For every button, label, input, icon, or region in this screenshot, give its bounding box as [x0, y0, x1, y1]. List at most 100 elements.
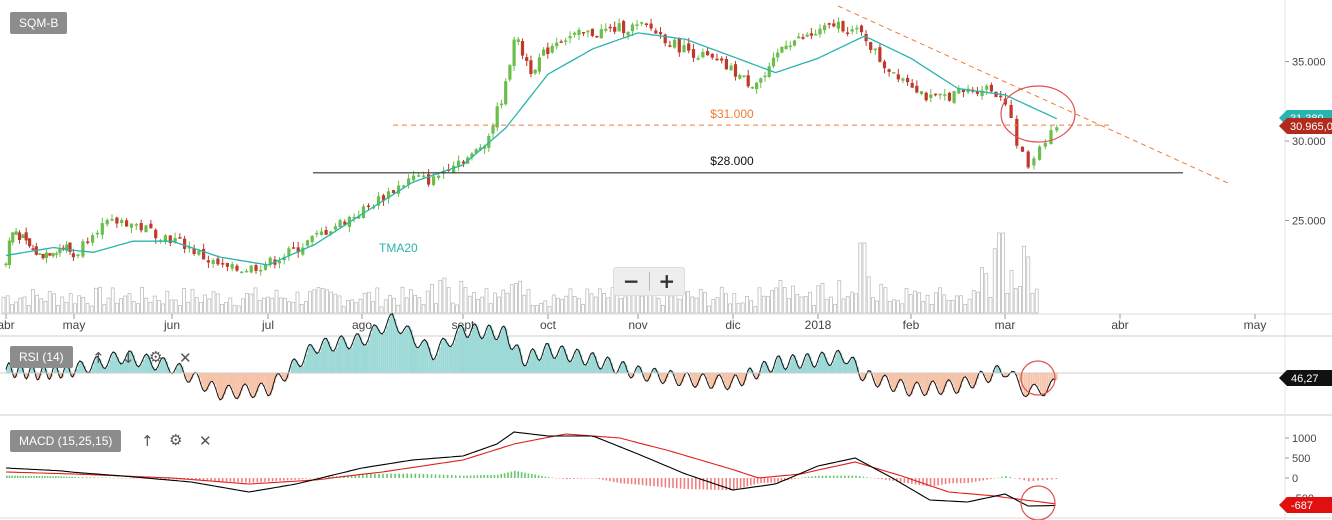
volume-bar: [131, 301, 136, 314]
macd-hist-bar: [862, 476, 865, 478]
zoom-in-button[interactable]: +: [658, 269, 676, 293]
gear-icon[interactable]: ⚙: [169, 431, 183, 449]
rsi-fill-slice: [420, 344, 423, 373]
macd-hist-bar: [52, 476, 54, 478]
rsi-fill-slice: [95, 357, 98, 373]
arrow-up-icon[interactable]: ↑: [92, 349, 105, 367]
rsi-fill-slice: [53, 366, 56, 373]
volume-bar: [89, 305, 94, 314]
rsi-fill-slice: [326, 338, 329, 373]
macd-hist-bar: [576, 478, 579, 479]
rsi-fill-slice: [677, 373, 680, 386]
rsi-fill-slice: [787, 367, 790, 373]
rsi-fill-slice: [696, 373, 699, 386]
volume-bar: [136, 303, 140, 314]
highlight-circle-price: [1000, 85, 1076, 143]
rsi-tag-text: 46,27: [1291, 373, 1319, 385]
rsi-fill-slice: [558, 350, 561, 373]
rsi-fill-slice: [402, 332, 405, 373]
candle-body: [855, 27, 859, 30]
rsi-fill-slice: [35, 373, 38, 377]
rsi-fill-slice: [853, 357, 856, 373]
x-tick-label: mar: [995, 318, 1016, 332]
macd-hist-bar: [851, 475, 854, 478]
rsi-fill-slice: [468, 337, 471, 373]
volume-bar: [253, 287, 258, 314]
rsi-fill-slice: [490, 325, 493, 373]
rsi-fill-slice: [331, 350, 334, 373]
volume-bar: [39, 298, 44, 314]
x-tick-label: ago: [352, 318, 372, 332]
candle-body: [478, 147, 482, 151]
volume-bar: [190, 288, 195, 314]
rsi-fill-slice: [136, 365, 139, 373]
rsi-fill-slice: [1055, 373, 1058, 381]
macd-hist-bar: [641, 478, 644, 486]
rsi-fill-slice: [623, 361, 626, 373]
rsi-fill-slice: [763, 361, 766, 373]
volume-bar: [988, 297, 993, 314]
volume-bar: [186, 301, 191, 314]
volume-bar: [593, 296, 598, 314]
annotation-tma20: TMA20: [379, 241, 418, 255]
rsi-fill-slice: [984, 373, 987, 377]
volume-bar: [1, 296, 6, 314]
rsi-fill-slice: [799, 368, 802, 373]
rsi-fill-slice: [221, 373, 224, 399]
volume-bar: [1009, 269, 1014, 314]
rsi-fill-slice: [488, 325, 491, 373]
rsi-fill-slice: [31, 365, 34, 373]
rsi-fill-slice: [849, 360, 852, 373]
volume-bar: [106, 297, 111, 314]
rsi-fill-slice: [519, 348, 522, 373]
rsi-fill-slice: [585, 365, 588, 373]
gear-icon[interactable]: ⚙: [149, 348, 163, 366]
volume-bar: [442, 277, 447, 314]
volume-bar: [997, 232, 1001, 314]
close-icon[interactable]: ✕: [179, 349, 192, 367]
macd-hist-bar: [873, 478, 876, 479]
volume-bar: [304, 301, 308, 314]
macd-hist-bar: [594, 478, 597, 479]
zoom-out-button[interactable]: −: [622, 269, 640, 293]
rsi-fill-slice: [466, 336, 469, 373]
volume-bar: [854, 293, 858, 314]
volume-bar: [295, 291, 300, 314]
rsi-fill-slice: [376, 325, 379, 373]
macd-hist-bar: [517, 471, 519, 478]
rsi-fill-slice: [704, 373, 707, 375]
candle-body: [202, 248, 206, 260]
rsi-fill-slice: [912, 373, 915, 390]
rsi-fill-slice: [883, 373, 886, 377]
volume-bar: [325, 289, 329, 314]
volume-bar: [560, 299, 564, 314]
rsi-fill-slice: [290, 365, 293, 373]
volume-bar: [333, 293, 338, 314]
candle-body: [402, 185, 406, 188]
rsi-fill-slice: [273, 373, 276, 384]
arrow-up-icon[interactable]: ↑: [141, 432, 154, 450]
rsi-fill-slice: [825, 357, 828, 373]
macd-hist-bar: [974, 478, 977, 482]
arrow-down-icon[interactable]: ↓: [122, 349, 135, 367]
candle-body: [470, 153, 474, 158]
rsi-fill-slice: [59, 373, 61, 376]
candle-body: [28, 238, 32, 247]
macd-hist-bar: [698, 478, 701, 490]
rsi-fill-slice: [335, 347, 338, 373]
volume-bar: [980, 267, 984, 314]
macd-hist-bar: [378, 473, 380, 478]
macd-hist-bar: [85, 477, 88, 478]
macd-hist-bar: [490, 475, 492, 478]
candle-body: [720, 58, 724, 61]
macd-hist-bar: [763, 478, 766, 483]
close-icon[interactable]: ✕: [199, 432, 212, 450]
rsi-fill-slice: [252, 373, 255, 398]
rsi-fill-slice: [150, 361, 153, 373]
macd-hist-bar: [202, 478, 205, 481]
macd-hist-bar: [743, 478, 745, 488]
rsi-fill-slice: [662, 373, 665, 384]
macd-hist-bar: [840, 475, 842, 478]
